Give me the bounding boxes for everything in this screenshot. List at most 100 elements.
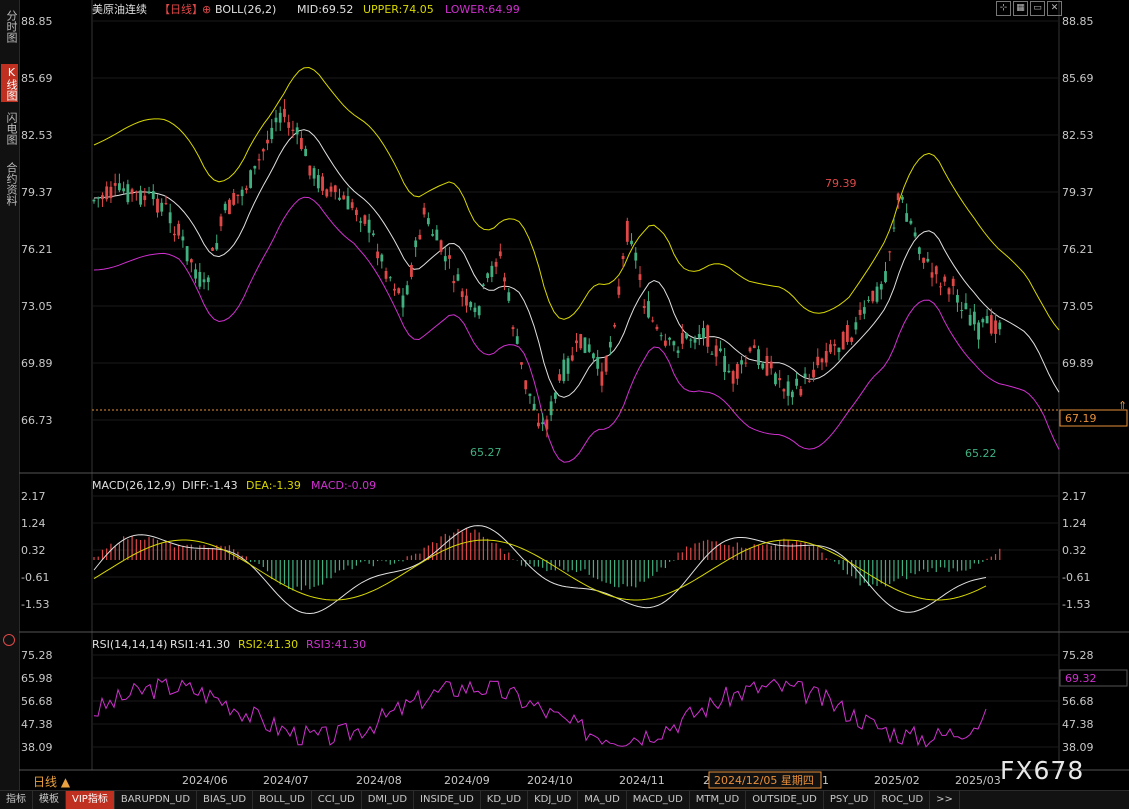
candle-body [951,278,955,287]
candle-body [926,258,930,262]
candle-body [325,189,329,197]
tab-ma[interactable]: MA_UD [578,791,627,809]
macd-value-label: MACD:-0.09 [311,479,376,492]
tab-boll[interactable]: BOLL_UD [253,791,312,809]
candle-body [308,165,312,176]
macd-diff-label: DIFF:-1.43 [182,479,238,492]
period-selector[interactable]: 日线 ▲ [33,775,71,789]
macd-dea-label: DEA:-1.39 [246,479,301,492]
candle-body [981,319,985,323]
tab-bias[interactable]: BIAS_UD [197,791,254,809]
candle-body [676,350,680,353]
minimize-icon[interactable]: ▭ [1030,1,1045,16]
candle-body [481,284,485,286]
candle-body [608,341,612,348]
candle-body [816,356,820,366]
price-tick-left: 69.89 [21,357,53,370]
price-tick-left: 88.85 [21,15,53,28]
tab-inside[interactable]: INSIDE_UD [414,791,481,809]
candle-body [228,199,231,215]
tab-flash-chart[interactable]: 闪电图 [5,111,18,145]
candle-body [812,369,815,378]
tab-templates[interactable]: 模板 [33,791,66,809]
grid-layout-icon[interactable]: ▦ [1013,1,1028,16]
candle-body [693,339,697,343]
candle-body [528,393,532,396]
candle-body [998,322,1002,330]
tab-cci[interactable]: CCI_UD [312,791,362,809]
tab-kd[interactable]: KD_UD [481,791,529,809]
candle-body [261,149,265,152]
candle-body [663,340,667,346]
candle-body [211,247,214,251]
price-tick-right: 69.89 [1062,357,1094,370]
tab-roc[interactable]: ROC_UD [875,791,931,809]
candle-body [909,220,913,224]
candle-body [672,341,676,346]
tab-contract-info[interactable]: 合约资料 [5,162,18,206]
tab-mtm[interactable]: MTM_UD [690,791,747,809]
rsi-tick-left: 65.98 [21,672,53,685]
candle-body [342,195,346,200]
rsi3-label: RSI3:41.30 [306,638,366,651]
tab-barupdn[interactable]: BARUPDN_UD [115,791,198,809]
candle-body [829,344,832,353]
boll-lower-label: LOWER:64.99 [445,3,520,16]
x-axis-label: 2025/02 [874,774,920,787]
candle-body [498,251,502,257]
candle-body [431,234,435,236]
candle-body [422,207,426,215]
candle-body [922,257,925,263]
low-marker-label-1: 65.27 [470,446,502,459]
candle-body [833,344,837,346]
candle-body [134,191,138,193]
candle-body [240,189,244,197]
settings-icon[interactable]: ⊕ [202,3,211,16]
candle-body [862,307,866,314]
boll-lower-line [93,196,1060,463]
candle-body [968,314,972,326]
tab-kdj[interactable]: KDJ_UD [528,791,579,809]
chart-canvas[interactable]: 美原油连续 【日线】 ⊕ BOLL(26,2) MID:69.52 UPPER:… [19,0,1129,790]
candle-body [274,117,278,123]
candle-body [329,186,333,192]
candle-body [592,353,595,359]
rsi-tick-left: 56.68 [21,695,53,708]
candle-body [917,247,921,254]
tab-outside[interactable]: OUTSIDE_UD [746,791,824,809]
tab-k-chart[interactable]: K线图 [1,64,18,102]
candle-body [765,355,769,376]
tab-psy[interactable]: PSY_UD [824,791,876,809]
tab-time-chart[interactable]: 分时图 [5,9,18,43]
candle-body [858,309,862,315]
macd-tick-left: 0.32 [21,544,46,557]
candle-body [278,112,282,123]
candle-body [562,359,566,382]
tab-dmi[interactable]: DMI_UD [362,791,415,809]
candle-body [930,272,934,278]
tab-vip-indicators[interactable]: VIP指标 [66,791,115,809]
boll-mid-line [93,129,1060,398]
target-icon[interactable] [3,634,15,646]
tab-more[interactable]: >> [930,791,960,809]
candle-body [845,325,849,342]
macd-tick-left: 2.17 [21,490,46,503]
close-icon[interactable]: ✕ [1047,1,1062,16]
macd-tick-left: -1.53 [21,598,49,611]
candle-body [156,198,159,213]
rsi-tick-left: 47.38 [21,718,53,731]
candle-body [219,216,223,227]
candle-body [223,203,227,211]
candle-body [630,240,633,245]
tab-indicators[interactable]: 指标 [0,791,33,809]
expand-icon[interactable]: ⊹ [996,1,1011,16]
tab-macd[interactable]: MACD_UD [627,791,690,809]
x-axis-label: 2024/07 [263,774,309,787]
candle-body [558,374,561,381]
price-tick-right: 76.21 [1062,243,1094,256]
candle-body [490,265,494,277]
candle-body [130,189,134,195]
candle-body [541,422,545,425]
macd-tick-right: -1.53 [1062,598,1090,611]
cursor-date-label: 2024/12/05 星期四 [714,774,814,787]
